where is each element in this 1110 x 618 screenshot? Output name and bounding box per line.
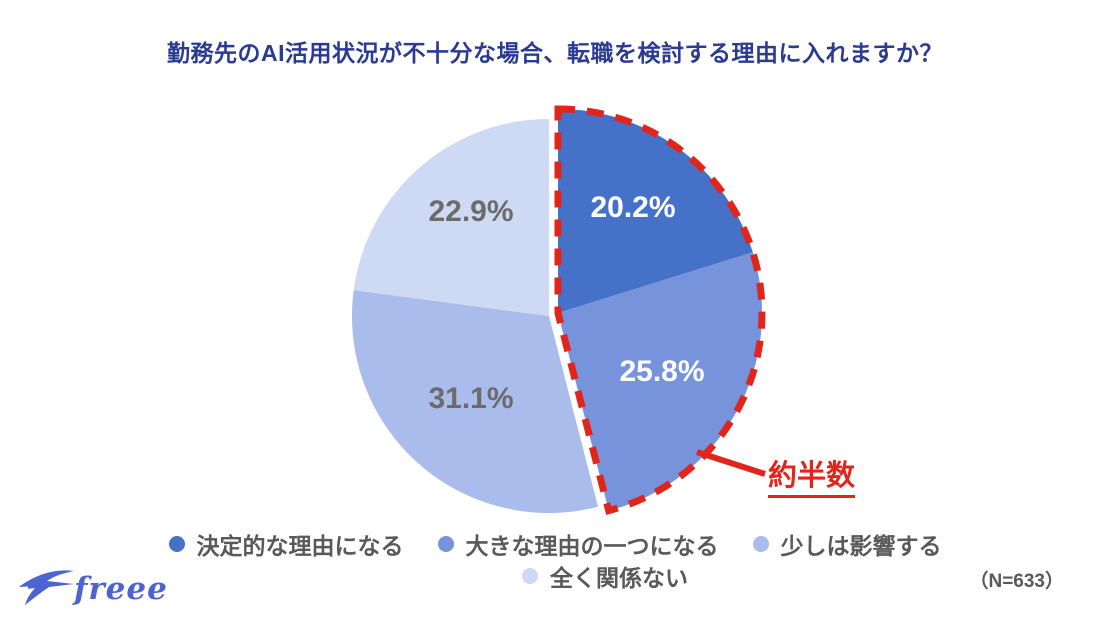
freee-logo: freee: [16, 566, 168, 612]
legend-item-ookina: 大きな理由の一つになる: [437, 527, 719, 561]
legend-row-2: 全く関係ない: [50, 559, 1110, 593]
legend-item-sukoshi: 少しは影響する: [752, 527, 942, 561]
swallow-bird-icon: [19, 570, 74, 605]
legend-label: 全く関係ない: [550, 565, 688, 591]
legend-dot-icon: [168, 536, 185, 552]
pie-slice-mattaku: [353, 118, 549, 316]
legend-dot-icon: [437, 536, 454, 552]
chart-title: 勤務先のAI活用状況が不十分な場合、転職を検討する理由に入れますか？: [167, 40, 943, 66]
legend-label: 決定的な理由になる: [196, 533, 404, 559]
slice-label-31-1: 31.1%: [428, 382, 514, 415]
annotation-about-half: 約半数: [768, 452, 856, 498]
legend-item-ketteiteki: 決定的な理由になる: [168, 527, 404, 561]
annotation-leader-line: [696, 449, 766, 477]
sample-size: （N=633）: [969, 571, 1064, 592]
pie-slice-ketteiteki: [558, 108, 753, 313]
legend-dot-icon: [752, 536, 769, 552]
legend-item-mattaku: 全く関係ない: [522, 559, 688, 593]
slice-label-20-2: 20.2%: [590, 191, 676, 224]
highlight-dashed-outline: [554, 105, 766, 515]
legend-label: 少しは影響する: [780, 533, 942, 559]
slice-label-25-8: 25.8%: [619, 355, 705, 388]
pie-slice-sukoshi: [351, 290, 598, 513]
slice-label-22-9: 22.9%: [428, 195, 514, 228]
legend-label: 大きな理由の一つになる: [465, 533, 719, 559]
legend-dot-icon: [522, 568, 538, 584]
logo-wordmark: freee: [74, 571, 168, 607]
legend-row-1: 決定的な理由になる 大きな理由の一つになる 少しは影響する: [0, 527, 1110, 561]
